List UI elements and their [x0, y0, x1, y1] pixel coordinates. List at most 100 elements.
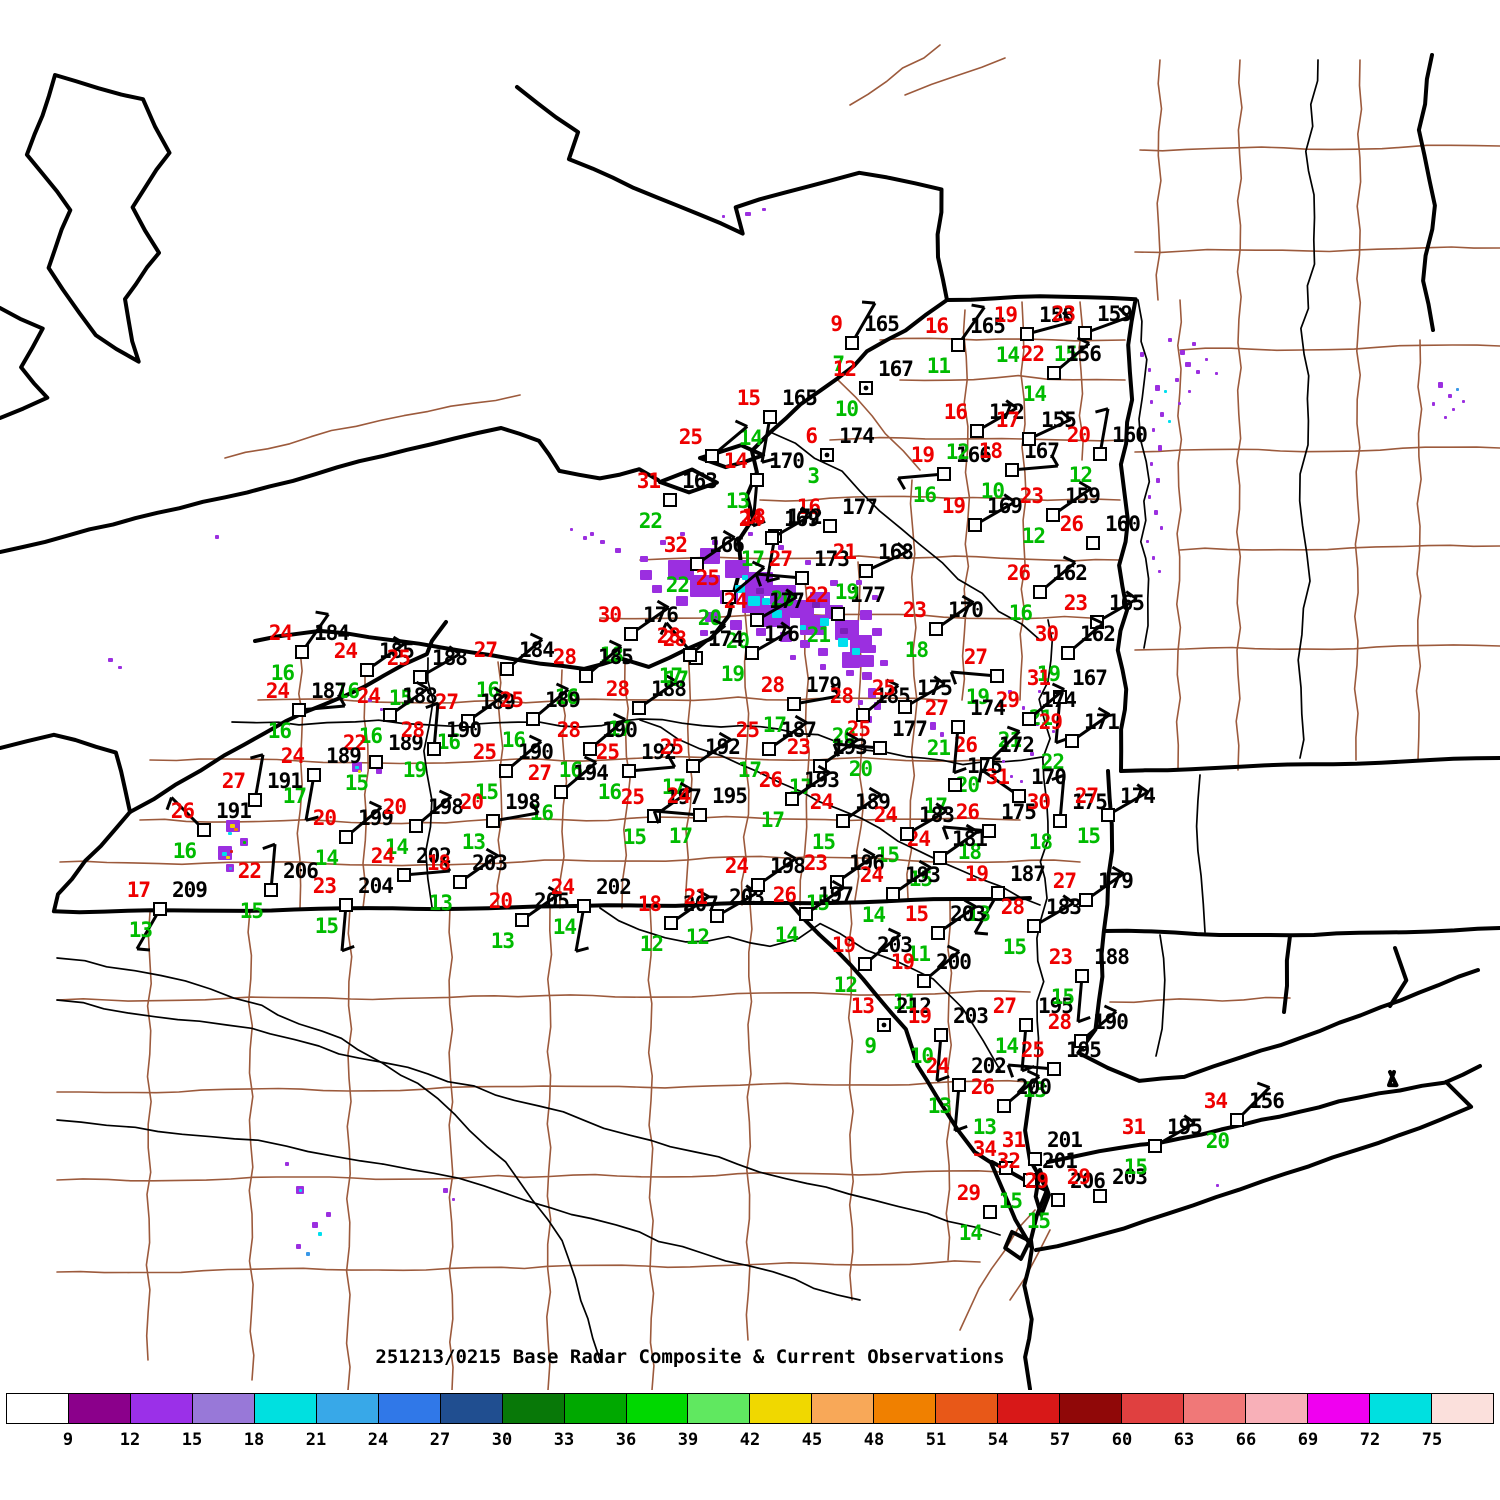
- colorbar-segment: [1246, 1394, 1309, 1423]
- svg-text:13: 13: [429, 891, 453, 915]
- svg-text:192: 192: [705, 735, 740, 759]
- radar-echo-cell: [940, 732, 944, 737]
- svg-text:165: 165: [782, 386, 817, 410]
- svg-text:181: 181: [952, 827, 987, 851]
- svg-text:203: 203: [877, 933, 912, 957]
- svg-text:209: 209: [172, 878, 207, 902]
- svg-text:16: 16: [913, 483, 937, 507]
- radar-echo-cell: [1158, 570, 1161, 573]
- svg-text:168: 168: [878, 540, 913, 564]
- radar-echo-cell: [1022, 706, 1025, 710]
- radar-echo-cell: [1180, 350, 1185, 355]
- svg-text:21: 21: [833, 540, 857, 564]
- station-plot: 25 195 13: [1006, 1038, 1102, 1102]
- station-plot: 20 199 14: [313, 800, 394, 870]
- svg-text:25: 25: [500, 688, 524, 712]
- radar-echo-cell: [1192, 342, 1196, 346]
- svg-text:26: 26: [1007, 561, 1031, 585]
- svg-text:27: 27: [769, 547, 793, 571]
- station-plot: 24 195 17: [652, 784, 748, 848]
- radar-echo-cell: [758, 512, 761, 515]
- station-plot: 6 174 3: [805, 424, 875, 488]
- svg-text:15: 15: [1077, 824, 1101, 848]
- svg-text:22: 22: [805, 583, 828, 607]
- radar-echo-cell: [376, 768, 382, 774]
- svg-text:193: 193: [905, 863, 940, 887]
- svg-text:163: 163: [682, 469, 717, 493]
- svg-text:18: 18: [905, 638, 929, 662]
- svg-text:23: 23: [1052, 302, 1076, 326]
- svg-text:11: 11: [907, 942, 931, 966]
- radar-echo-cell: [226, 856, 230, 859]
- colorbar-tick-label: 57: [1049, 1430, 1071, 1450]
- radar-echo-cell: [1150, 462, 1153, 466]
- svg-text:28: 28: [1048, 1010, 1072, 1034]
- svg-text:197: 197: [666, 785, 701, 809]
- station-plot: 19 187 13: [965, 862, 1046, 936]
- station-plot: 23 159 12: [1020, 480, 1101, 548]
- svg-text:21: 21: [684, 885, 708, 909]
- station-plot: 9 165 7: [830, 300, 900, 376]
- svg-text:14: 14: [862, 903, 886, 927]
- svg-text:19: 19: [942, 494, 966, 518]
- svg-text:15: 15: [876, 843, 900, 867]
- svg-text:203: 203: [950, 902, 985, 926]
- svg-text:12: 12: [833, 357, 856, 381]
- svg-text:15: 15: [315, 914, 339, 938]
- svg-text:183: 183: [919, 803, 954, 827]
- svg-text:3: 3: [807, 464, 819, 488]
- radar-echo-cell: [762, 598, 770, 605]
- svg-text:189: 189: [326, 744, 361, 768]
- svg-text:27: 27: [964, 645, 988, 669]
- svg-text:27: 27: [222, 769, 246, 793]
- station-plot: 22 189 15: [343, 731, 425, 795]
- svg-text:24: 24: [810, 790, 834, 814]
- svg-text:13: 13: [973, 1115, 997, 1139]
- radar-echo-cell: [762, 208, 766, 211]
- radar-echo-cell: [1215, 372, 1218, 375]
- svg-text:24: 24: [874, 803, 898, 827]
- radar-echo-cell: [772, 610, 782, 618]
- radar-echo-cell: [1052, 730, 1055, 733]
- station-plot: 23 204 15: [313, 874, 394, 953]
- colorbar-segment: [378, 1394, 441, 1423]
- radar-echo-cell: [1185, 362, 1191, 367]
- svg-text:16: 16: [359, 724, 383, 748]
- svg-text:13: 13: [129, 918, 153, 942]
- svg-text:14: 14: [385, 835, 409, 859]
- svg-text:195: 195: [712, 784, 747, 808]
- svg-text:29: 29: [1039, 710, 1063, 734]
- colorbar-tick-label: 15: [181, 1430, 203, 1450]
- radar-echo-cell: [660, 540, 666, 545]
- svg-text:31: 31: [1002, 1128, 1026, 1152]
- svg-text:175: 175: [917, 676, 952, 700]
- svg-text:15: 15: [999, 1189, 1023, 1213]
- svg-text:24: 24: [739, 507, 763, 531]
- station-plot: 20 198 14: [383, 789, 464, 859]
- svg-text:25: 25: [621, 785, 645, 809]
- svg-text:25: 25: [660, 735, 684, 759]
- station-plot: 19 203 10: [908, 1004, 989, 1083]
- svg-text:10: 10: [910, 1044, 934, 1068]
- station-plot: 19 158 14: [994, 303, 1076, 367]
- svg-text:20: 20: [1206, 1129, 1230, 1153]
- svg-text:212: 212: [896, 994, 931, 1018]
- svg-text:170: 170: [948, 598, 983, 622]
- radar-echo-cell: [748, 532, 753, 536]
- svg-text:31: 31: [637, 469, 661, 493]
- radar-echo-cell: [930, 722, 936, 730]
- svg-text:165: 165: [1109, 591, 1144, 615]
- svg-text:169: 169: [784, 507, 819, 531]
- colorbar-segment: [1369, 1394, 1432, 1423]
- svg-text:23: 23: [1020, 484, 1044, 508]
- colorbar-tick-label: 21: [305, 1430, 327, 1450]
- svg-text:16: 16: [1009, 601, 1033, 625]
- colorbar-segment: [874, 1394, 937, 1423]
